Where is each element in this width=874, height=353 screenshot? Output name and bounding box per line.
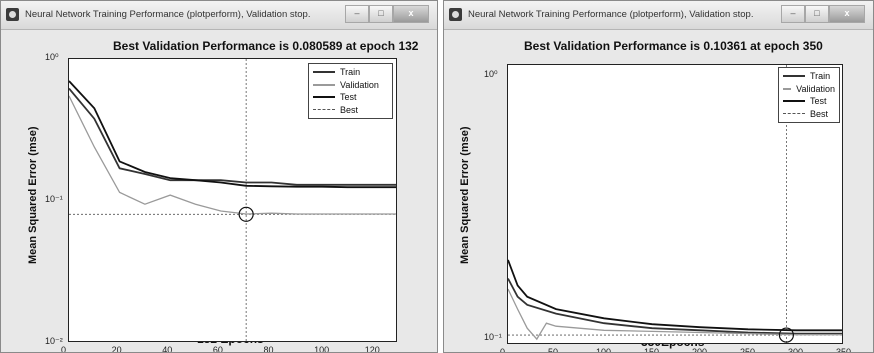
x-tick-label: 350: [836, 347, 852, 353]
legend-swatch: [783, 87, 792, 90]
legend-label: Validation: [796, 83, 835, 94]
series-test-line: [508, 259, 842, 332]
legend-swatch: [783, 75, 805, 78]
legend-entry: Test: [783, 95, 835, 108]
legend-swatch: [783, 113, 805, 115]
figure-area: Best Validation Performance is 0.080589 …: [1, 30, 437, 352]
legend-label: Train: [340, 67, 361, 78]
x-tick-label: 0: [61, 345, 67, 353]
matlab-app-icon: [6, 8, 19, 21]
window-controls: – □ x: [345, 5, 429, 23]
legend-label: Best: [340, 104, 359, 115]
best-point-marker: [238, 206, 254, 222]
legend-swatch: [783, 100, 805, 103]
plotperform-window-right[interactable]: Neural Network Training Performance (plo…: [443, 0, 874, 353]
close-button[interactable]: x: [393, 5, 429, 23]
y-axis-label: Mean Squared Error (mse): [459, 126, 471, 264]
series-validation-line: [508, 288, 842, 341]
legend-label: Train: [810, 71, 831, 82]
x-tick-label: 60: [212, 345, 223, 353]
y-tick-label: 10⁻¹: [45, 194, 63, 204]
x-tick-label: 150: [644, 347, 660, 353]
window-titlebar[interactable]: Neural Network Training Performance (plo…: [444, 1, 873, 30]
legend-entry: Best: [313, 104, 388, 117]
x-tick-label: 120: [364, 345, 380, 353]
legend-entry: Validation: [783, 83, 835, 96]
legend-entry: Best: [783, 108, 835, 121]
x-tick-label: 20: [111, 345, 122, 353]
series-validation-line: [69, 95, 396, 215]
minimize-button[interactable]: –: [345, 5, 369, 23]
chart-title: Best Validation Performance is 0.080589 …: [113, 39, 419, 53]
legend-entry: Validation: [313, 79, 388, 92]
legend-swatch: [313, 71, 335, 74]
x-tick-label: 50: [548, 347, 559, 353]
plot-axes[interactable]: Train Validation Test Best: [507, 64, 843, 344]
series-train-line: [508, 278, 842, 335]
close-button[interactable]: x: [829, 5, 865, 23]
x-tick-label: 200: [692, 347, 708, 353]
window-controls: – □ x: [781, 5, 865, 23]
legend-entry: Train: [313, 66, 388, 79]
legend-label: Test: [810, 96, 827, 107]
x-tick-label: 0: [500, 347, 506, 353]
x-tick-label: 250: [740, 347, 756, 353]
legend-swatch: [313, 96, 335, 99]
x-tick-label: 100: [314, 345, 330, 353]
x-tick-label: 100: [596, 347, 612, 353]
series-train-line: [69, 87, 396, 186]
window-title: Neural Network Training Performance (plo…: [25, 9, 311, 20]
y-tick-label: 10⁰: [45, 52, 59, 62]
legend-swatch: [313, 83, 335, 86]
window-titlebar[interactable]: Neural Network Training Performance (plo…: [1, 1, 437, 30]
matlab-app-icon: [449, 8, 462, 21]
x-tick-label: 300: [788, 347, 804, 353]
maximize-button[interactable]: □: [805, 5, 829, 23]
plot-svg: [69, 59, 396, 341]
series-test-line: [69, 80, 396, 189]
legend-entry: Test: [313, 91, 388, 104]
maximize-button[interactable]: □: [369, 5, 393, 23]
y-tick-label: 10⁻¹: [484, 332, 502, 343]
y-axis-label: Mean Squared Error (mse): [27, 126, 39, 264]
legend-entry: Train: [783, 70, 835, 83]
legend-label: Validation: [340, 79, 379, 90]
y-tick-label: 10⁰: [484, 68, 498, 79]
legend-label: Best: [810, 108, 829, 119]
window-title: Neural Network Training Performance (plo…: [468, 9, 754, 20]
best-point-marker: [778, 327, 794, 343]
legend[interactable]: Train Validation Test Best: [308, 63, 393, 119]
chart-title: Best Validation Performance is 0.10361 a…: [524, 39, 823, 53]
figure-area: Best Validation Performance is 0.10361 a…: [444, 30, 873, 352]
x-tick-label: 80: [263, 345, 274, 353]
plotperform-window-left[interactable]: Neural Network Training Performance (plo…: [0, 0, 438, 353]
legend-swatch: [313, 109, 335, 111]
plot-svg: [508, 65, 842, 343]
legend-label: Test: [340, 92, 357, 103]
minimize-button[interactable]: –: [781, 5, 805, 23]
plot-axes[interactable]: Train Validation Test Best: [68, 58, 397, 342]
legend[interactable]: Train Validation Test Best: [778, 67, 840, 123]
x-tick-label: 40: [162, 345, 173, 353]
y-tick-label: 10⁻²: [45, 336, 63, 346]
